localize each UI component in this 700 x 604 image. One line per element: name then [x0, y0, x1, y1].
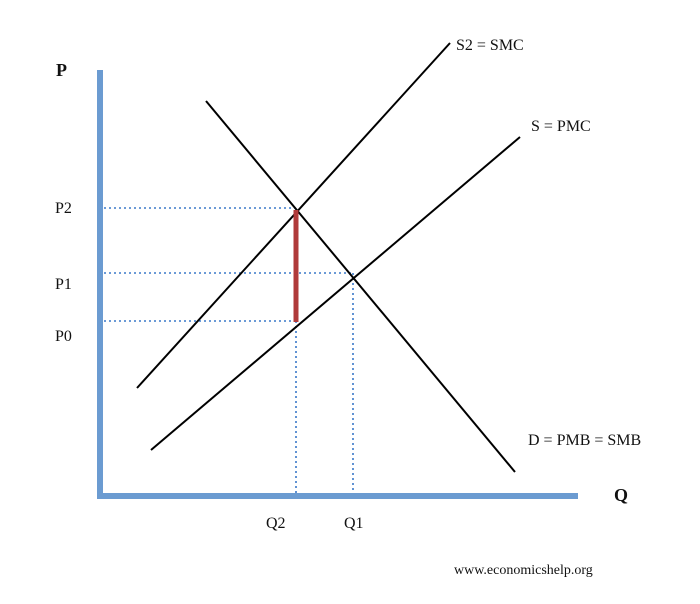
- y-axis-label: P: [56, 60, 67, 80]
- price-label-p2: P2: [55, 200, 72, 217]
- demand-curve: [205, 100, 516, 473]
- x-axis-label: Q: [614, 485, 628, 505]
- source-url: www.economicshelp.org: [454, 563, 593, 578]
- smc-curve-label: S2 = SMC: [456, 37, 524, 54]
- quantity-label-q2: Q2: [266, 515, 286, 532]
- demand-curve-label: D = PMB = SMB: [528, 432, 641, 449]
- price-label-p1: P1: [55, 276, 72, 293]
- price-label-p0: P0: [55, 328, 72, 345]
- quantity-label-q1: Q1: [344, 515, 364, 532]
- pmc-curve: [150, 136, 521, 451]
- pmc-curve-label: S = PMC: [531, 118, 591, 135]
